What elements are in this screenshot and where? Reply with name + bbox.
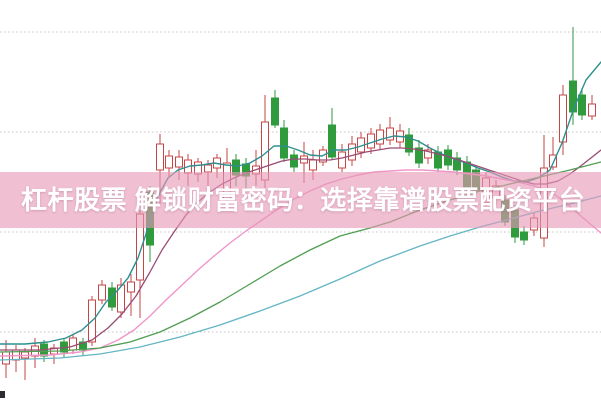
candle-body-up <box>156 143 164 171</box>
candle-body-up <box>367 133 375 149</box>
candle-body-down <box>405 134 413 153</box>
candle-body-down <box>415 147 423 164</box>
candle-body-down <box>520 231 528 241</box>
candle-body-up <box>98 284 106 301</box>
candle-body-up <box>309 159 317 171</box>
candle-body-down <box>271 97 279 126</box>
candle-body-down <box>578 94 586 116</box>
candle-body-up <box>376 129 384 145</box>
corner-artifact-mark <box>0 391 5 398</box>
candle-body-up <box>588 103 596 117</box>
candle-body-down <box>453 157 461 171</box>
candle-body-up <box>165 155 173 169</box>
candle-body-up <box>204 164 212 173</box>
headline-text: 杠杆股票 解锁财富密码：选择靠谱股票配资平台 <box>21 185 586 215</box>
candle-body-up <box>348 143 356 161</box>
candle-body-up <box>424 149 432 159</box>
candle-body-down <box>328 124 336 158</box>
candle-body-up <box>117 284 125 313</box>
headline-banner: 杠杆股票 解锁财富密码：选择靠谱股票配资平台 <box>0 172 601 228</box>
candle-body-up <box>127 281 135 293</box>
candle-body-down <box>290 154 298 168</box>
candle-body-up <box>175 156 183 168</box>
candle-body-up <box>338 151 346 169</box>
candle-body-up <box>386 127 394 141</box>
candle-body-up <box>549 154 557 168</box>
candle-body-down <box>79 341 87 351</box>
candle-body-down <box>280 127 288 159</box>
candle-body-down <box>569 80 577 113</box>
candle-body-up <box>2 351 10 365</box>
candle-body-down <box>108 287 116 308</box>
candle-body-up <box>69 337 77 351</box>
